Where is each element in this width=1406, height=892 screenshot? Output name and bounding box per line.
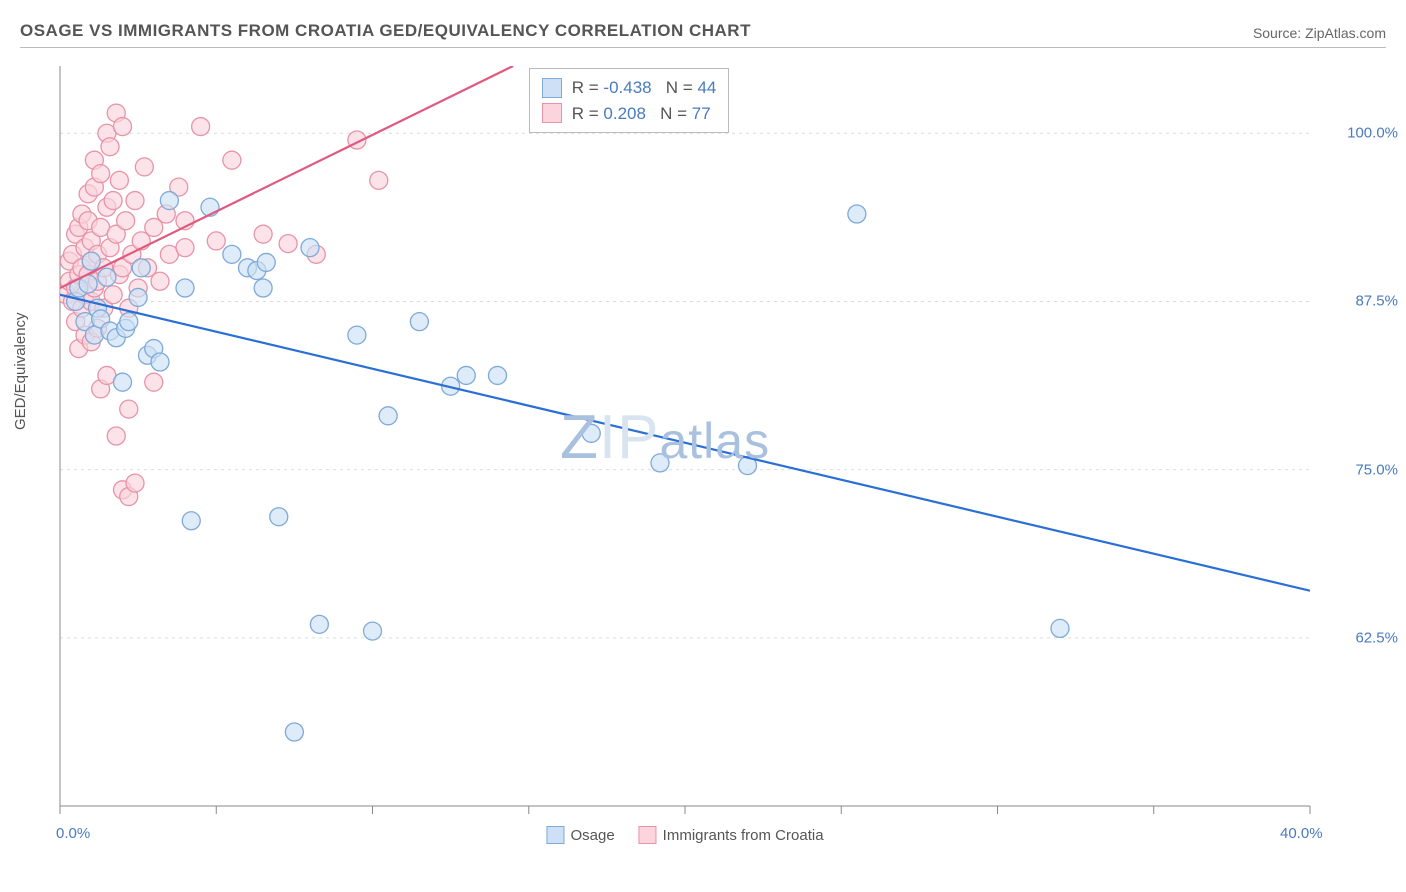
stat-swatch <box>542 78 562 98</box>
scatter-chart <box>50 56 1320 816</box>
x-tick-label: 40.0% <box>1280 825 1323 842</box>
x-tick-label: 0.0% <box>56 825 90 842</box>
chart-title: OSAGE VS IMMIGRANTS FROM CROATIA GED/EQU… <box>20 21 751 41</box>
header: OSAGE VS IMMIGRANTS FROM CROATIA GED/EQU… <box>20 18 1386 48</box>
stat-text: R = 0.208 N = 77 <box>572 101 711 127</box>
y-tick-label: 87.5% <box>1355 293 1398 310</box>
y-tick-label: 62.5% <box>1355 629 1398 646</box>
legend-item: Osage <box>546 826 614 844</box>
y-tick-label: 100.0% <box>1347 125 1398 142</box>
legend-swatch <box>546 826 564 844</box>
legend-swatch <box>639 826 657 844</box>
y-tick-label: 75.0% <box>1355 461 1398 478</box>
plot-area: ZIPatlas R = -0.438 N = 44R = 0.208 N = … <box>50 56 1320 816</box>
stats-legend: R = -0.438 N = 44R = 0.208 N = 77 <box>529 68 730 133</box>
source-text: Source: ZipAtlas.com <box>1253 25 1386 41</box>
stat-text: R = -0.438 N = 44 <box>572 75 717 101</box>
y-axis-label: GED/Equivalency <box>12 312 29 430</box>
stat-row: R = 0.208 N = 77 <box>542 101 717 127</box>
legend-label: Immigrants from Croatia <box>663 827 824 844</box>
stat-swatch <box>542 103 562 123</box>
legend-label: Osage <box>570 827 614 844</box>
stat-row: R = -0.438 N = 44 <box>542 75 717 101</box>
series-legend: Osage Immigrants from Croatia <box>546 826 823 844</box>
legend-item: Immigrants from Croatia <box>639 826 824 844</box>
